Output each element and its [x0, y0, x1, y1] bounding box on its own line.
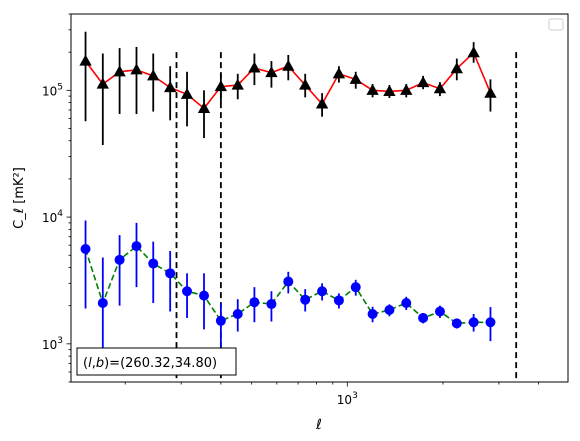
y-tick-label: 105	[42, 82, 63, 98]
data-point	[266, 299, 277, 310]
data-point	[131, 241, 142, 252]
data-point	[147, 69, 160, 81]
data-point	[283, 276, 294, 287]
annotation-box: (l,b)=(260.32,34.80)	[76, 347, 237, 376]
data-point	[383, 84, 396, 96]
data-point	[418, 312, 429, 323]
data-point	[333, 295, 344, 306]
data-point	[165, 268, 176, 279]
data-point	[182, 286, 193, 297]
data-point	[114, 254, 125, 265]
data-point	[163, 81, 177, 93]
data-point	[79, 54, 92, 66]
data-point	[332, 67, 346, 79]
plot-frame	[70, 13, 569, 383]
data-point	[450, 62, 463, 74]
data-point	[180, 87, 194, 99]
data-point	[248, 61, 261, 73]
data-point	[231, 78, 244, 90]
data-point	[299, 78, 312, 90]
legend-box	[548, 18, 564, 31]
data-point	[197, 101, 211, 113]
data-point	[485, 317, 496, 328]
data-point	[468, 317, 479, 328]
data-point	[232, 308, 243, 319]
data-point	[434, 306, 445, 317]
data-point	[80, 243, 91, 254]
data-point	[96, 77, 109, 89]
data-point	[282, 59, 295, 71]
data-point	[315, 97, 329, 109]
data-point	[215, 315, 226, 326]
data-point	[317, 286, 328, 297]
data-point	[433, 82, 447, 94]
data-point	[384, 304, 395, 315]
data-point	[451, 318, 462, 329]
data-point	[401, 297, 412, 308]
data-point	[199, 290, 210, 301]
data-point	[484, 86, 497, 98]
x-axis-label: ℓ	[315, 417, 322, 433]
data-point	[350, 282, 361, 293]
data-point	[400, 83, 413, 95]
data-point	[249, 297, 260, 308]
annotation-text: (l,b)=(260.32,34.80)	[83, 356, 217, 371]
data-point	[367, 308, 378, 319]
data-point	[265, 66, 278, 78]
data-point	[467, 46, 480, 58]
data-point	[214, 80, 228, 92]
data-point	[416, 76, 430, 88]
data-point	[130, 63, 143, 75]
data-point	[113, 65, 126, 77]
data-point	[366, 83, 379, 95]
data-point	[300, 294, 311, 305]
series-1	[79, 31, 497, 146]
data-point	[349, 72, 362, 84]
data-point	[148, 258, 159, 269]
data-point	[97, 297, 108, 308]
series-2	[80, 220, 496, 364]
y-tick-label: 104	[42, 209, 63, 225]
y-axis-label: C_ℓ [mK²]	[12, 167, 27, 229]
y-tick-label: 103	[42, 336, 63, 352]
x-tick-label: 103	[337, 391, 358, 407]
